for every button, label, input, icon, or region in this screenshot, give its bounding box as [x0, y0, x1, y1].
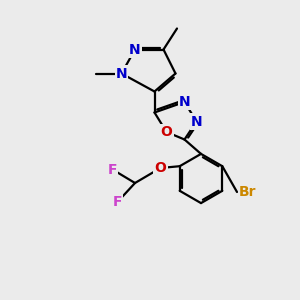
Text: N: N: [116, 67, 127, 80]
Text: O: O: [154, 161, 166, 175]
Text: N: N: [191, 115, 202, 128]
Text: F: F: [112, 196, 122, 209]
Text: N: N: [129, 43, 141, 56]
Text: N: N: [179, 95, 190, 109]
Text: F: F: [108, 163, 117, 176]
Text: Br: Br: [239, 185, 256, 199]
Text: O: O: [160, 125, 172, 139]
